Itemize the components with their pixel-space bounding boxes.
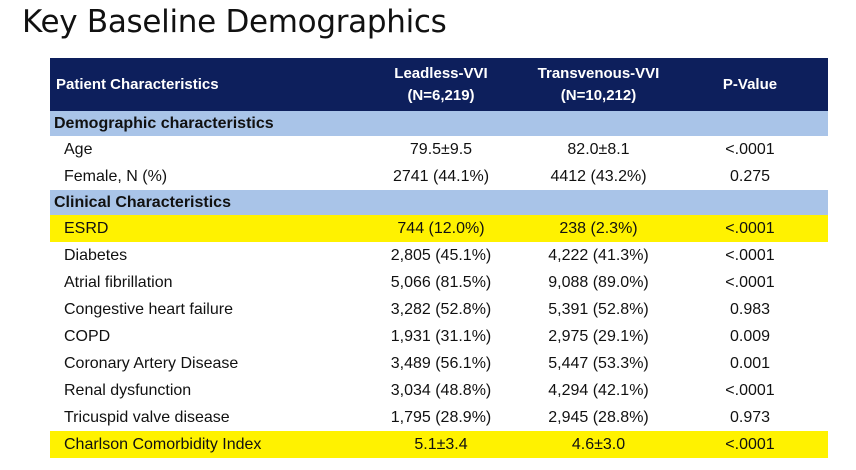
header-transvenous-name: Transvenous-VVI [537,64,660,82]
slide-title: Key Baseline Demographics [22,4,447,40]
section-header-row: Clinical Characteristics [50,190,828,215]
table-row: Renal dysfunction 3,034 (48.8%) 4,294 (42.… [50,377,828,404]
row-label: Renal dysfunction [50,377,357,404]
row-label: Tricuspid valve disease [50,404,357,431]
header-leadless-vvi: Leadless-VVI (N=6,219) [357,58,525,111]
transvenous-value: 5,391 (52.8%) [525,296,672,323]
p-value: <.0001 [672,377,828,404]
transvenous-value: 5,447 (53.3%) [525,350,672,377]
row-label: ESRD [50,215,357,242]
transvenous-value: 4412 (43.2%) [525,163,672,190]
table-row: Female, N (%) 2741 (44.1%) 4412 (43.2%) 0.2… [50,163,828,190]
header-leadless-name: Leadless-VVI [394,64,488,82]
row-label: Coronary Artery Disease [50,350,357,377]
leadless-value: 2741 (44.1%) [357,163,525,190]
table-header-row: Patient Characteristics Leadless-VVI (N=… [50,58,828,111]
leadless-value: 744 (12.0%) [357,215,525,242]
p-value: 0.009 [672,323,828,350]
table-row: Age 79.5±9.5 82.0±8.1 <.0001 [50,136,828,163]
transvenous-value: 2,945 (28.8%) [525,404,672,431]
leadless-value: 5.1±3.4 [357,431,525,458]
baseline-demographics-table: Patient Characteristics Leadless-VVI (N=… [50,58,828,458]
leadless-value: 2,805 (45.1%) [357,242,525,269]
row-label: COPD [50,323,357,350]
transvenous-value: 4,222 (41.3%) [525,242,672,269]
leadless-value: 3,489 (56.1%) [357,350,525,377]
leadless-value: 1,931 (31.1%) [357,323,525,350]
p-value: 0.275 [672,163,828,190]
table-row: Charlson Comorbidity Index 5.1±3.4 4.6±3.0… [50,431,828,458]
leadless-value: 3,282 (52.8%) [357,296,525,323]
row-label: Atrial fibrillation [50,269,357,296]
header-leadless-n: (N=6,219) [407,86,475,104]
section-title: Demographic characteristics [50,111,828,136]
header-p-value: P-Value [672,58,828,111]
p-value: 0.001 [672,350,828,377]
leadless-value: 3,034 (48.8%) [357,377,525,404]
transvenous-value: 4.6±3.0 [525,431,672,458]
table-row: ESRD 744 (12.0%) 238 (2.3%) <.0001 [50,215,828,242]
table-row: COPD 1,931 (31.1%) 2,975 (29.1%) 0.009 [50,323,828,350]
header-patient-characteristics: Patient Characteristics [50,58,357,111]
p-value: <.0001 [672,242,828,269]
p-value: <.0001 [672,431,828,458]
table-row: Tricuspid valve disease 1,795 (28.9%) 2,94… [50,404,828,431]
row-label: Charlson Comorbidity Index [50,431,357,458]
transvenous-value: 82.0±8.1 [525,136,672,163]
table-row: Congestive heart failure 3,282 (52.8%) 5,3… [50,296,828,323]
p-value: 0.983 [672,296,828,323]
p-value: <.0001 [672,215,828,242]
transvenous-value: 4,294 (42.1%) [525,377,672,404]
table-body: Demographic characteristics Age 79.5±9.5 82… [50,111,828,458]
section-header-row: Demographic characteristics [50,111,828,136]
row-label: Female, N (%) [50,163,357,190]
section-title: Clinical Characteristics [50,190,828,215]
p-value: <.0001 [672,136,828,163]
header-transvenous-vvi: Transvenous-VVI (N=10,212) [525,58,672,111]
row-label: Congestive heart failure [50,296,357,323]
transvenous-value: 9,088 (89.0%) [525,269,672,296]
transvenous-value: 238 (2.3%) [525,215,672,242]
table-row: Atrial fibrillation 5,066 (81.5%) 9,088 (8… [50,269,828,296]
leadless-value: 79.5±9.5 [357,136,525,163]
header-transvenous-n: (N=10,212) [560,86,637,104]
leadless-value: 5,066 (81.5%) [357,269,525,296]
leadless-value: 1,795 (28.9%) [357,404,525,431]
table-row: Coronary Artery Disease 3,489 (56.1%) 5,44… [50,350,828,377]
row-label: Age [50,136,357,163]
p-value: <.0001 [672,269,828,296]
row-label: Diabetes [50,242,357,269]
p-value: 0.973 [672,404,828,431]
transvenous-value: 2,975 (29.1%) [525,323,672,350]
table-row: Diabetes 2,805 (45.1%) 4,222 (41.3%) <.0001 [50,242,828,269]
